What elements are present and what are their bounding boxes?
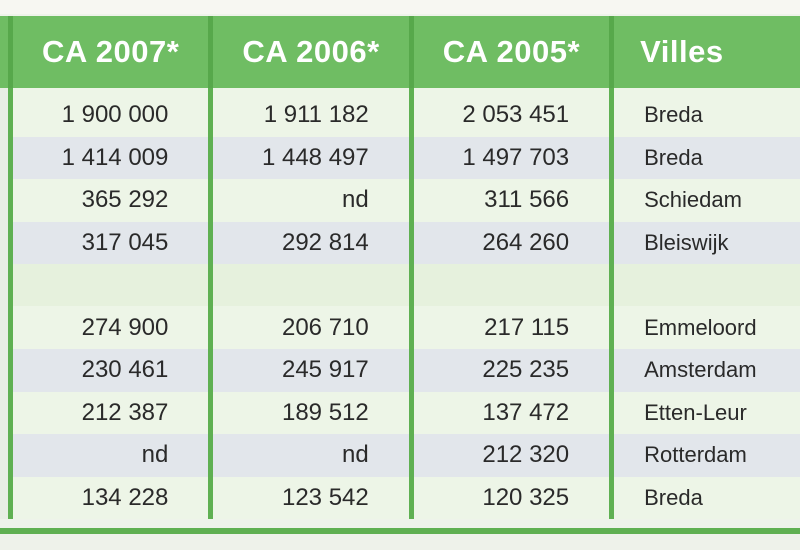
table-row: 274 900 206 710 217 115 Emmeloord bbox=[0, 306, 800, 349]
header-stub bbox=[0, 16, 11, 88]
bottom-margin bbox=[0, 534, 800, 550]
cell-ca-2007: 212 387 bbox=[7, 391, 211, 435]
table-spacer-row bbox=[0, 264, 800, 307]
cell-ca-2006: 292 814 bbox=[208, 221, 412, 265]
table-row: 1 900 000 1 911 182 2 053 451 Breda bbox=[0, 88, 800, 137]
cell-ca-2006: 123 542 bbox=[208, 476, 412, 520]
cell-ca-2006: nd bbox=[208, 179, 412, 222]
table-row: 365 292 nd 311 566 Schiedam bbox=[0, 179, 800, 222]
row-stub bbox=[0, 179, 11, 222]
revenue-table: CA 2007* CA 2006* CA 2005* Villes 1 900 … bbox=[0, 16, 800, 520]
row-stub bbox=[0, 136, 11, 180]
cell-ca-2006: 1 911 182 bbox=[208, 88, 412, 137]
cell-ca-2007: 134 228 bbox=[7, 476, 211, 520]
table-row: nd nd 212 320 Rotterdam bbox=[0, 434, 800, 477]
cell-ville: Etten-Leur bbox=[609, 391, 800, 435]
cell-ville: Breda bbox=[609, 476, 800, 520]
cell-ca-2005: 2 053 451 bbox=[408, 88, 612, 137]
table-row: 1 414 009 1 448 497 1 497 703 Breda bbox=[0, 136, 800, 180]
cell-ca-2005: 1 497 703 bbox=[408, 136, 612, 180]
table-row: 212 387 189 512 137 472 Etten-Leur bbox=[0, 391, 800, 435]
row-stub bbox=[0, 306, 11, 349]
top-margin bbox=[0, 0, 800, 14]
cell-ca-2006: 245 917 bbox=[208, 348, 412, 392]
cell-ca-2005: 217 115 bbox=[408, 306, 612, 349]
cell-ca-2006: 206 710 bbox=[208, 306, 412, 349]
row-stub bbox=[0, 391, 11, 435]
cell-ca-2007: 1 414 009 bbox=[7, 136, 211, 180]
cell-ca-2007: nd bbox=[7, 434, 211, 477]
cell-ville: Breda bbox=[609, 136, 800, 180]
cell-ca-2007: 274 900 bbox=[7, 306, 211, 349]
row-stub bbox=[0, 476, 11, 520]
row-stub bbox=[0, 434, 11, 477]
header-villes: Villes bbox=[609, 16, 800, 88]
header-ca-2006: CA 2006* bbox=[208, 16, 412, 88]
table-row: 134 228 123 542 120 325 Breda bbox=[0, 476, 800, 520]
row-stub bbox=[0, 348, 11, 392]
cell-ville: Schiedam bbox=[609, 179, 800, 222]
table-row: 317 045 292 814 264 260 Bleiswijk bbox=[0, 221, 800, 265]
spacer-cell bbox=[609, 264, 800, 307]
row-stub bbox=[0, 221, 11, 265]
cell-ville: Rotterdam bbox=[609, 434, 800, 477]
cell-ca-2007: 317 045 bbox=[7, 221, 211, 265]
header-ca-2005: CA 2005* bbox=[408, 16, 612, 88]
cell-ville: Emmeloord bbox=[609, 306, 800, 349]
cell-ca-2005: 212 320 bbox=[408, 434, 612, 477]
cell-ca-2007: 1 900 000 bbox=[7, 88, 211, 137]
cell-ca-2006: 1 448 497 bbox=[208, 136, 412, 180]
spacer-cell bbox=[408, 264, 612, 307]
row-stub bbox=[0, 88, 11, 137]
cell-ca-2005: 264 260 bbox=[408, 221, 612, 265]
cell-ca-2006: nd bbox=[208, 434, 412, 477]
spacer-cell bbox=[208, 264, 412, 307]
spacer-cell bbox=[7, 264, 211, 307]
header-row: CA 2007* CA 2006* CA 2005* Villes bbox=[0, 16, 800, 88]
cell-ca-2006: 189 512 bbox=[208, 391, 412, 435]
header-ca-2007: CA 2007* bbox=[7, 16, 211, 88]
cell-ca-2005: 120 325 bbox=[408, 476, 612, 520]
cell-ca-2007: 230 461 bbox=[7, 348, 211, 392]
cell-ville: Breda bbox=[609, 88, 800, 137]
cell-ca-2005: 225 235 bbox=[408, 348, 612, 392]
table-bottom-rule bbox=[0, 528, 800, 534]
cell-ville: Bleiswijk bbox=[609, 221, 800, 265]
table-row: 230 461 245 917 225 235 Amsterdam bbox=[0, 348, 800, 392]
cell-ca-2005: 137 472 bbox=[408, 391, 612, 435]
cell-ca-2007: 365 292 bbox=[7, 179, 211, 222]
row-stub bbox=[0, 264, 11, 307]
cell-ca-2005: 311 566 bbox=[408, 179, 612, 222]
cell-ville: Amsterdam bbox=[609, 348, 800, 392]
